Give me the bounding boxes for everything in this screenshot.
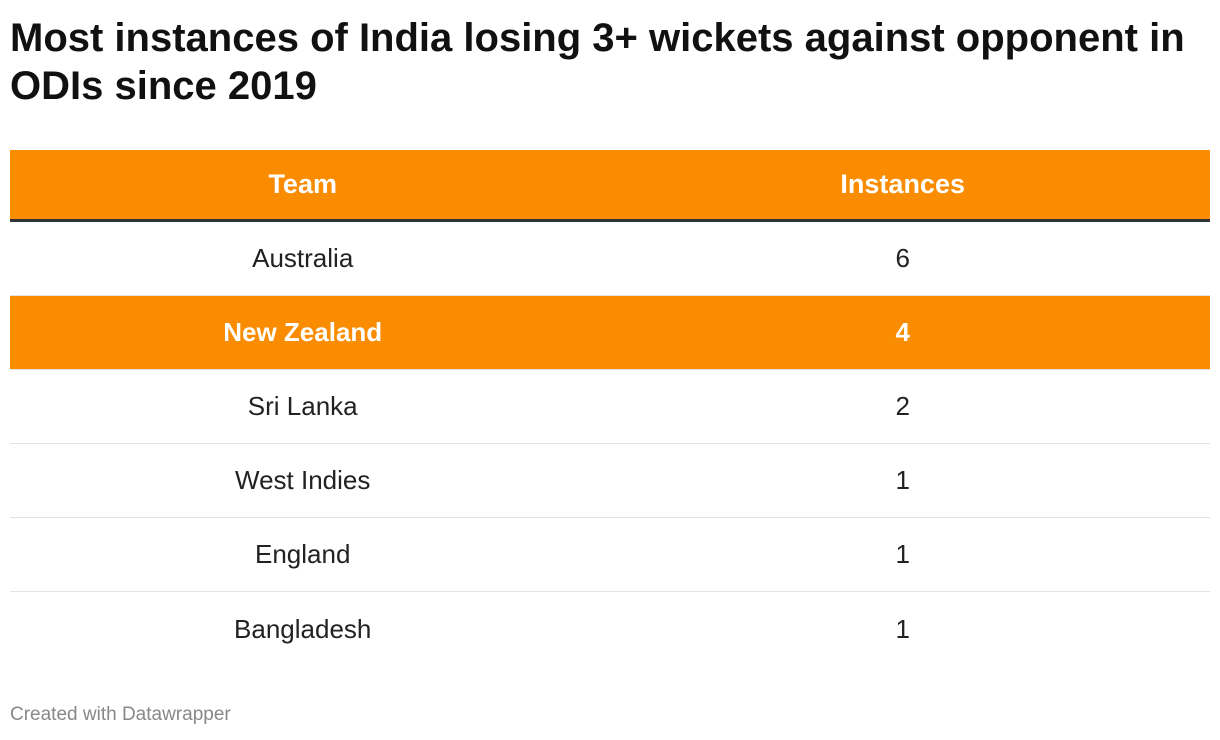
table-row: Sri Lanka 2 <box>10 370 1210 444</box>
instances-cell: 2 <box>895 391 910 421</box>
team-cell: Bangladesh <box>234 613 372 644</box>
instances-cell: 1 <box>895 539 910 569</box>
table-row: New Zealand 4 <box>10 296 1210 370</box>
team-cell: New Zealand <box>223 317 383 347</box>
table-row: West Indies 1 <box>10 444 1210 518</box>
column-header-instances: Instances <box>840 169 965 199</box>
instances-cell: 4 <box>895 317 910 347</box>
footer-credit: Created with Datawrapper <box>10 704 231 725</box>
table-header-row: Team Instances <box>10 150 1210 222</box>
instances-cell: 1 <box>895 465 910 495</box>
chart-title: Most instances of India losing 3+ wicket… <box>10 16 1185 108</box>
table-row: England 1 <box>10 518 1210 592</box>
instances-cell: 1 <box>895 613 910 644</box>
team-cell: Sri Lanka <box>247 391 358 421</box>
data-table: Team Instances Australia 6 New Zealand 4 Sri… <box>10 150 1210 666</box>
team-cell: Australia <box>252 243 354 273</box>
table-body: Australia 6 New Zealand 4 Sri Lanka 2 West Ind… <box>10 222 1210 666</box>
team-cell: West Indies <box>235 465 371 495</box>
table-row: Bangladesh 1 <box>10 592 1210 666</box>
table-row: Australia 6 <box>10 222 1210 296</box>
column-header-team: Team <box>268 169 337 199</box>
team-cell: England <box>254 539 351 569</box>
instances-cell: 6 <box>895 243 910 273</box>
